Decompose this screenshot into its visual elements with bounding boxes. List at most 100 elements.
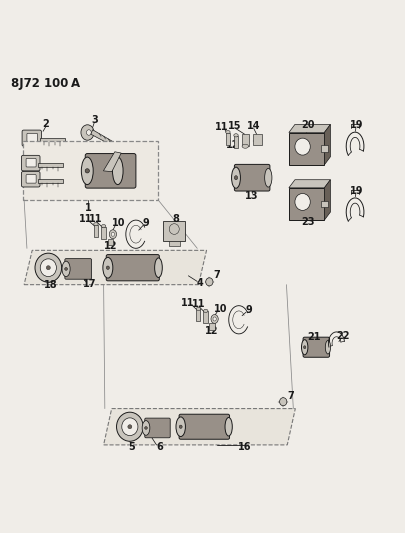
Text: 11: 11: [192, 299, 205, 309]
Text: 1: 1: [85, 203, 91, 213]
Ellipse shape: [35, 253, 62, 282]
Text: 11: 11: [215, 122, 229, 132]
Bar: [163, 221, 185, 241]
Ellipse shape: [295, 138, 310, 155]
Polygon shape: [38, 179, 62, 183]
Bar: [242, 134, 249, 146]
Ellipse shape: [109, 230, 117, 239]
Bar: [196, 309, 200, 321]
Ellipse shape: [81, 125, 94, 140]
Text: 4: 4: [197, 278, 204, 288]
FancyBboxPatch shape: [65, 259, 92, 279]
Ellipse shape: [86, 130, 91, 135]
Ellipse shape: [303, 346, 306, 349]
Ellipse shape: [211, 314, 218, 324]
Ellipse shape: [62, 261, 70, 277]
FancyBboxPatch shape: [179, 414, 230, 439]
Text: 12: 12: [205, 326, 219, 336]
Polygon shape: [40, 138, 65, 142]
FancyBboxPatch shape: [22, 130, 41, 146]
Text: 18: 18: [43, 280, 57, 289]
Text: 21: 21: [307, 332, 321, 342]
Ellipse shape: [101, 224, 106, 228]
FancyBboxPatch shape: [27, 133, 37, 142]
Ellipse shape: [295, 193, 310, 211]
Text: 10: 10: [112, 219, 125, 228]
Ellipse shape: [40, 259, 56, 277]
Polygon shape: [91, 130, 115, 146]
Text: 16: 16: [238, 442, 252, 453]
FancyBboxPatch shape: [85, 154, 136, 188]
Text: 9: 9: [245, 305, 252, 315]
FancyBboxPatch shape: [106, 255, 159, 281]
Ellipse shape: [242, 144, 249, 148]
Bar: [23, 141, 158, 200]
Bar: [226, 133, 230, 144]
Ellipse shape: [232, 167, 241, 188]
Text: 11: 11: [89, 214, 103, 224]
Text: 17: 17: [83, 279, 96, 289]
Polygon shape: [38, 163, 62, 167]
Bar: [234, 136, 238, 148]
Polygon shape: [103, 152, 121, 172]
Ellipse shape: [155, 258, 162, 278]
Ellipse shape: [111, 232, 115, 236]
Text: 8J72 100: 8J72 100: [11, 77, 68, 90]
Ellipse shape: [226, 131, 230, 134]
Bar: [289, 133, 324, 165]
Polygon shape: [324, 124, 330, 165]
Ellipse shape: [65, 268, 68, 270]
Ellipse shape: [179, 425, 182, 429]
Ellipse shape: [113, 157, 123, 184]
Ellipse shape: [46, 265, 50, 270]
FancyBboxPatch shape: [21, 172, 40, 187]
Ellipse shape: [117, 412, 143, 441]
Ellipse shape: [279, 398, 287, 406]
Text: 15: 15: [228, 121, 241, 131]
Text: 3: 3: [91, 115, 98, 125]
Text: 19: 19: [350, 120, 363, 130]
Text: 7: 7: [287, 391, 294, 401]
Ellipse shape: [94, 222, 98, 226]
Ellipse shape: [128, 425, 132, 429]
FancyBboxPatch shape: [26, 158, 36, 167]
Text: 20: 20: [301, 120, 315, 130]
Ellipse shape: [301, 340, 308, 355]
FancyBboxPatch shape: [21, 155, 40, 171]
Ellipse shape: [264, 168, 272, 187]
Text: 22: 22: [336, 331, 350, 341]
Text: 5: 5: [128, 442, 135, 453]
Bar: [321, 146, 328, 152]
Text: 2: 2: [43, 119, 49, 130]
Ellipse shape: [142, 421, 150, 435]
Ellipse shape: [176, 417, 185, 437]
Text: 14: 14: [247, 121, 260, 131]
Text: 10: 10: [214, 304, 228, 314]
Ellipse shape: [325, 341, 330, 354]
FancyBboxPatch shape: [303, 337, 330, 357]
Bar: [289, 188, 324, 220]
Text: 12: 12: [226, 140, 239, 150]
Text: 9: 9: [143, 219, 149, 228]
Polygon shape: [24, 251, 207, 285]
Ellipse shape: [206, 278, 213, 286]
Text: 23: 23: [301, 217, 315, 227]
Ellipse shape: [145, 426, 147, 429]
Ellipse shape: [203, 309, 208, 312]
Text: A: A: [70, 77, 80, 90]
Bar: [254, 134, 262, 146]
Bar: [94, 224, 98, 237]
Ellipse shape: [85, 169, 90, 173]
Ellipse shape: [122, 418, 138, 435]
Bar: [209, 324, 215, 330]
Ellipse shape: [107, 266, 109, 270]
Ellipse shape: [234, 176, 238, 180]
Ellipse shape: [234, 134, 238, 137]
Text: 7: 7: [213, 270, 220, 280]
Bar: [108, 239, 113, 245]
Text: 13: 13: [245, 191, 259, 201]
Bar: [169, 241, 180, 246]
Polygon shape: [104, 409, 295, 445]
Polygon shape: [289, 180, 330, 188]
Ellipse shape: [225, 417, 232, 436]
